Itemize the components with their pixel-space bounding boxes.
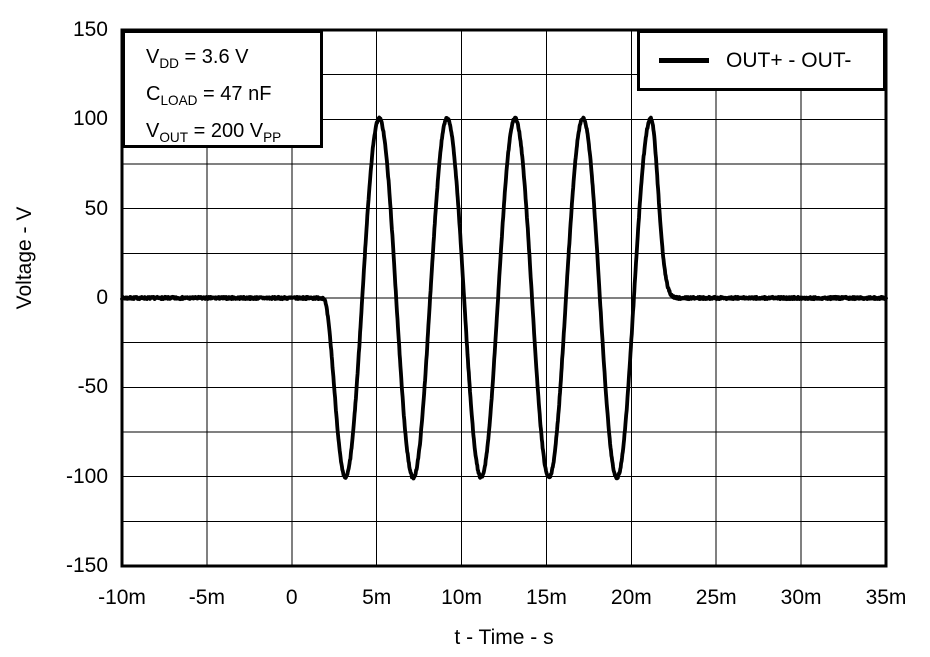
legend-line-swatch: [659, 58, 709, 63]
x-axis-title: t - Time - s: [454, 626, 554, 649]
x-tick-label: 25m: [695, 586, 737, 609]
x-tick-label: 35m: [865, 586, 907, 609]
waveform-trace: [120, 115, 888, 481]
condition-line: VDD = 3.6 V: [146, 46, 249, 71]
x-tick-label: 20m: [610, 586, 652, 609]
y-tick-label: 100: [72, 107, 108, 131]
y-axis-title: Voltage - V: [13, 206, 36, 310]
x-tick-label: 10m: [441, 586, 482, 609]
y-tick-label: 150: [72, 18, 108, 41]
x-tick-label: 5m: [362, 586, 392, 609]
x-tick-label: -5m: [188, 586, 225, 609]
condition-line: CLOAD = 47 nF: [146, 83, 272, 108]
y-tick-label: -100: [65, 464, 108, 488]
x-tick-label: 15m: [526, 586, 567, 609]
y-tick-label: 0: [96, 286, 108, 309]
y-tick-label: -50: [77, 375, 108, 399]
condition-line: VOUT = 200 VPP: [146, 120, 282, 145]
test-conditions-box: VDD = 3.6 V CLOAD = 47 nF VOUT = 200 VPP: [122, 30, 323, 148]
legend-label: OUT+ - OUT-: [726, 48, 852, 72]
y-tick-label: 50: [84, 196, 108, 220]
x-tick-label: -10m: [98, 586, 146, 609]
x-tick-label: 30m: [780, 586, 822, 609]
legend: OUT+ - OUT-: [637, 30, 886, 91]
plot-border: [120, 28, 888, 568]
x-tick-label: 0: [285, 586, 298, 609]
y-tick-label: -150: [65, 554, 108, 577]
